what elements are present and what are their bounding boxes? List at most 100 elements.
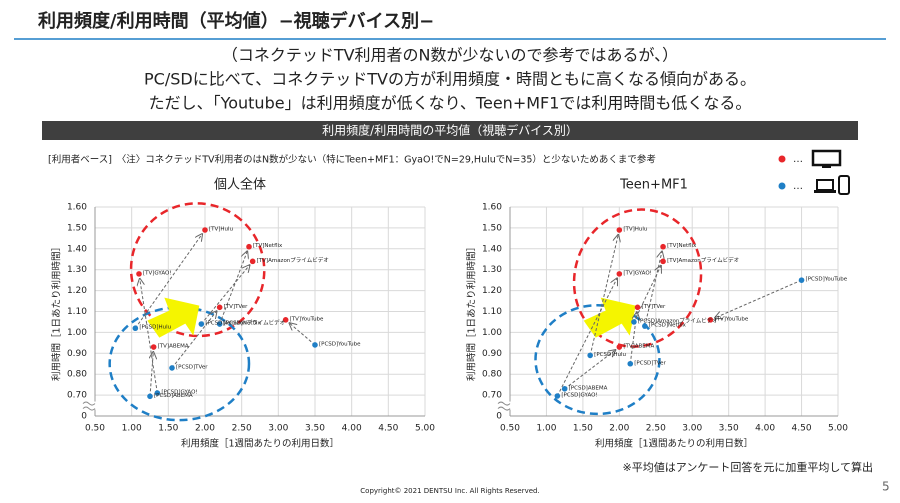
point-label: [TV]TVer [224,304,248,310]
point [660,243,666,250]
axis-break [82,401,96,411]
shift-arrow [200,265,249,325]
point-label: [PCSD]YouTube [319,341,361,347]
point [707,317,714,323]
point-label: [TV]Amazonプライムビデオ [667,256,739,264]
y-tick-label: 1.40 [67,244,87,254]
group-ellipse [572,208,703,348]
slide-title: 利用頻度/利用時間（平均値）−視聴デバイス別− [38,10,434,32]
banner-text: 利用頻度/利用時間の平均値（視聴デバイス別） [322,123,578,138]
y-tick-label: 1.20 [67,286,87,296]
legend-dot [778,155,786,163]
x-tick-label: 0.50 [85,424,105,434]
y-tick-label: 1.50 [482,223,502,233]
point [282,317,289,323]
tv-icon-stand [822,165,831,168]
x-tick-label: 5.00 [828,424,848,434]
point [634,304,641,311]
point [561,386,568,392]
point-label: [PCSD]TVer [634,360,666,366]
shift-arrow [564,350,616,390]
x-tick-label: 4.50 [378,424,398,434]
point-label: [PCSD]TVer [176,364,208,370]
point-label: [TV]Netflix [253,243,283,249]
shift-arrow [134,234,202,329]
tv-icon [811,149,842,167]
x-tick-label: 3.50 [719,424,739,434]
legend-text: … [793,154,803,165]
legend-dot [778,182,786,190]
shift-arrow [715,279,802,318]
point-label: [PCSD]ABEMA [154,393,193,399]
x-tick-label: 1.50 [158,424,178,434]
note: [利用者ベース] 〈注〉コネクテッドTV利用者のはN数が少ない（特にTeen+M… [48,154,656,166]
point [216,321,223,327]
x-tick-label: 4.50 [792,424,812,434]
point [150,344,157,350]
point-label: [PCSD]Netflix [224,321,262,327]
chart-title: Teen+MF1 [619,178,688,193]
x-tick-label: 4.00 [755,424,775,434]
point [798,277,805,283]
y-tick-label: 1.60 [482,203,502,213]
point-label: [TV]ABEMA [158,344,189,350]
shift-arrow [150,352,153,397]
x-tick-label: 1.00 [122,424,142,434]
description-line: ただし、「Youtube」は利用頻度が低くなり、Teen+MF1では利用時間も低… [149,94,752,113]
y-tick-label: 1.10 [67,307,87,317]
x-tick-label: 2.50 [646,424,666,434]
x-tick-label: 5.00 [415,424,435,434]
point [216,304,223,311]
point-label: [PCSD]Hulu [594,352,626,358]
point [154,390,161,396]
point [132,325,139,332]
phone-icon [838,175,850,195]
point [169,365,175,371]
y-axis-label: 利用時間［1日あたり利用時間］ [51,242,63,381]
y-tick-label: 0.80 [67,370,87,380]
point-label: [TV]Hulu [209,226,233,232]
point [627,360,634,367]
y-tick-label: 0.90 [67,349,87,359]
point-label: [PCSD]GYAO! [561,392,597,398]
point [312,342,318,348]
point-label: [TV]Amazonプライムビデオ [257,256,329,264]
point-label: [PCSD]Netflix [649,323,687,329]
point-label: [TV]Netflix [667,243,697,249]
shift-arrow [171,311,217,369]
point [246,243,252,250]
chart-title: 個人全体 [214,177,266,193]
point-label: [TV]TVer [642,304,666,310]
y-tick-label: 1.30 [67,265,87,275]
shift-arrow [629,312,637,364]
point [136,271,142,277]
y-tick-label: 1.60 [67,203,87,213]
point-label: [PCSD]Hulu [139,325,171,331]
shift-arrow [219,251,248,325]
point [616,344,623,350]
shift-arrow [140,279,158,394]
point-label: [TV]Hulu [623,226,647,232]
point-label: [TV]YouTube [290,316,324,322]
page-number: 5 [882,480,890,494]
point-label: [TV]YouTube [714,316,748,322]
highlight-arrow [583,297,636,338]
point [616,227,623,233]
y-tick-label: 0.70 [482,391,502,401]
y-tick-label: 1.50 [67,223,87,233]
group-ellipse [108,306,251,422]
point-label: [PCSD]Amazonプライムビデオ [638,316,718,324]
description-line: PC/SDに比べて、コネクテッドTVの方が利用頻度・時間ともに高くなる傾向がある… [144,70,756,89]
x-tick-label: 0.50 [500,424,520,434]
point [147,393,153,400]
point [198,321,205,327]
point [554,393,561,399]
x-tick-label: 2.50 [232,424,252,434]
point-label: [PCSD]YouTube [806,277,848,283]
x-axis-label: 利用頻度［1週間あたりの利用日数］ [181,438,339,450]
pc-icon [816,179,834,191]
x-tick-label: 1.50 [573,424,593,434]
axis-break-bg [498,401,512,410]
